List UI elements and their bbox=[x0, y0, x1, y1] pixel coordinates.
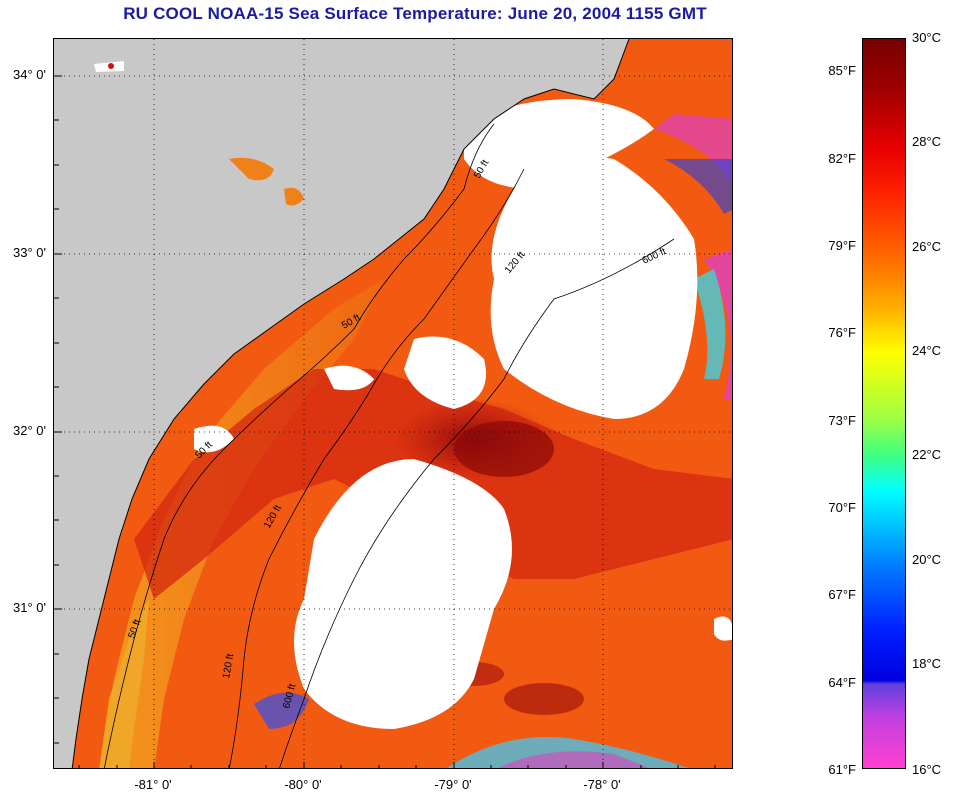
cool-edge-south-magenta bbox=[498, 751, 649, 768]
axis-ticks bbox=[54, 75, 716, 768]
inland-warm-patch-1 bbox=[229, 157, 274, 181]
colorbar-label-f: 79°F bbox=[828, 238, 856, 253]
shelf-water bbox=[99, 279, 384, 768]
cloud-mask-center bbox=[294, 459, 512, 729]
colorbar-label-f: 85°F bbox=[828, 63, 856, 78]
lat-label: 32° 0' bbox=[13, 423, 46, 438]
colorbar-label-f: 70°F bbox=[828, 500, 856, 515]
colorbar-label-c: 28°C bbox=[912, 134, 942, 149]
temperature-colorbar bbox=[862, 38, 906, 769]
cloud-patch-3 bbox=[714, 616, 732, 641]
colorbar-label-c: 20°C bbox=[912, 552, 942, 567]
cool-edge-east bbox=[704, 249, 732, 399]
colorbar-label-c: 18°C bbox=[912, 656, 942, 671]
sst-map: 50 ft 50 ft 50 ft 50 ft 120 ft 120 ft 12… bbox=[53, 38, 733, 769]
contour-label: 120 ft bbox=[221, 653, 236, 680]
cool-edge-northeast bbox=[654, 114, 732, 186]
isobath-600ft bbox=[279, 238, 675, 768]
colorbar-label-f: 64°F bbox=[828, 675, 856, 690]
lon-label: -81° 0' bbox=[134, 777, 172, 792]
colorbar-label-f: 76°F bbox=[828, 325, 856, 340]
colorbar-label-c: 24°C bbox=[912, 343, 942, 358]
colorbar-label-f: 61°F bbox=[828, 762, 856, 777]
coastline bbox=[71, 39, 630, 768]
graticule bbox=[54, 39, 732, 768]
colorbar-label-c: 26°C bbox=[912, 239, 942, 254]
inland-hot-dot bbox=[108, 63, 114, 69]
cool-patch-southwest bbox=[254, 692, 309, 729]
cloud-patch-1 bbox=[324, 365, 374, 391]
cool-edge-east-cyan bbox=[694, 269, 726, 379]
hot-patch-south bbox=[504, 683, 584, 715]
lon-label: -78° 0' bbox=[583, 777, 621, 792]
cloud-mask-mid bbox=[404, 336, 486, 409]
map-title: RU COOL NOAA-15 Sea Surface Temperature:… bbox=[123, 4, 707, 23]
colorbar-label-f: 67°F bbox=[828, 587, 856, 602]
colorbar-label-c: 30°C bbox=[912, 30, 942, 45]
lon-label: -79° 0' bbox=[434, 777, 472, 792]
lat-label: 33° 0' bbox=[13, 245, 46, 260]
coastal-warm-band bbox=[99, 599, 149, 768]
cloud-mask-north bbox=[464, 99, 654, 189]
colorbar-label-c: 22°C bbox=[912, 447, 942, 462]
hot-core-center bbox=[454, 421, 554, 477]
isobath-50ft bbox=[103, 123, 495, 768]
isobath-120ft bbox=[228, 168, 525, 768]
lat-label: 31° 0' bbox=[13, 600, 46, 615]
inland-warm-patch-2 bbox=[284, 187, 304, 206]
colorbar-label-c: 16°C bbox=[912, 762, 942, 777]
cool-edge-northeast-blue bbox=[664, 159, 732, 214]
colorbar-label-f: 82°F bbox=[828, 151, 856, 166]
colorbar-label-f: 73°F bbox=[828, 413, 856, 428]
lat-label: 34° 0' bbox=[13, 67, 46, 82]
land-mass bbox=[54, 39, 629, 768]
lon-label: -80° 0' bbox=[284, 777, 322, 792]
cloud-mask-northeast bbox=[490, 157, 698, 419]
